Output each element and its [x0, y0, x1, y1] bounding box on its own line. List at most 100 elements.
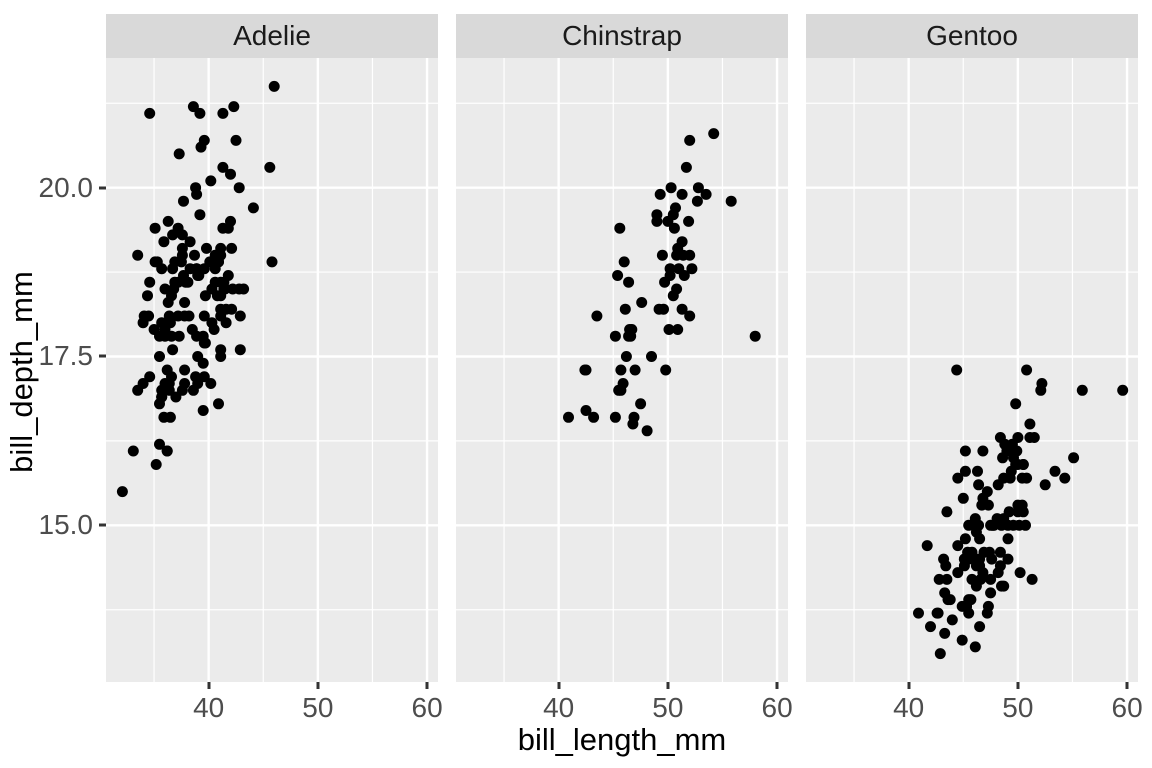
data-point — [963, 553, 975, 565]
data-point — [997, 452, 1009, 464]
data-point — [700, 188, 712, 200]
data-point — [1024, 418, 1036, 430]
plot-panel-chinstrap — [456, 58, 788, 682]
data-point — [672, 324, 684, 335]
data-point — [169, 256, 181, 268]
x-tick-mark — [316, 682, 320, 689]
data-point — [149, 222, 161, 234]
y-tick-label: 15.0 — [38, 509, 94, 541]
data-point — [925, 621, 936, 633]
data-point — [217, 161, 229, 173]
data-point — [213, 398, 224, 410]
data-point — [939, 627, 951, 639]
data-point — [996, 580, 1007, 592]
data-point — [992, 479, 1004, 491]
data-point — [142, 290, 153, 302]
data-point — [668, 222, 680, 234]
data-point — [156, 263, 168, 275]
data-point — [189, 249, 200, 261]
data-point — [663, 324, 675, 335]
x-tick-mark — [1125, 682, 1129, 689]
data-point — [664, 270, 676, 281]
facet-strip-chinstrap: Chinstrap — [456, 14, 788, 58]
data-point — [1026, 573, 1038, 585]
data-point — [614, 222, 626, 234]
data-point — [994, 560, 1006, 572]
x-tick-label: 50 — [1002, 692, 1034, 723]
data-point — [225, 168, 236, 180]
data-point — [619, 303, 631, 315]
data-point — [956, 634, 968, 646]
panel-canvas — [456, 58, 788, 682]
data-point — [620, 351, 632, 362]
data-point — [215, 276, 227, 288]
data-point — [692, 182, 704, 194]
facet-strip-label: Adelie — [233, 20, 311, 51]
data-point — [591, 310, 603, 322]
data-point — [226, 242, 238, 254]
x-tick-mark — [775, 682, 779, 689]
data-point — [1039, 479, 1051, 491]
data-point — [941, 506, 953, 518]
data-point — [615, 384, 627, 396]
data-point — [580, 405, 592, 416]
data-point — [963, 519, 975, 531]
data-point — [144, 371, 156, 383]
y-axis-title: bill_depth_mm — [4, 271, 39, 473]
y-tick-mark — [99, 523, 106, 527]
data-point — [154, 438, 165, 450]
data-point — [635, 398, 647, 410]
data-point — [654, 188, 666, 200]
data-point — [981, 486, 993, 498]
data-point — [154, 330, 165, 342]
data-point — [172, 276, 184, 288]
data-point — [678, 270, 690, 281]
data-point — [217, 107, 229, 119]
plot-panel-adelie — [106, 58, 438, 682]
data-point — [179, 297, 191, 308]
data-point — [217, 222, 229, 234]
data-point — [563, 411, 574, 423]
data-point — [921, 540, 933, 552]
data-point — [187, 101, 199, 113]
data-point — [1002, 519, 1014, 531]
x-tick-label: 40 — [193, 692, 225, 723]
x-tick-mark — [907, 682, 911, 689]
data-point — [194, 107, 206, 119]
data-point — [977, 445, 989, 457]
data-point — [208, 324, 220, 335]
data-point — [137, 317, 149, 329]
data-point — [176, 249, 188, 261]
data-point — [708, 128, 720, 140]
data-point — [167, 344, 179, 356]
data-point — [991, 513, 1003, 525]
data-point — [939, 587, 951, 599]
data-point — [636, 297, 648, 308]
data-point — [913, 607, 924, 619]
data-point — [266, 256, 278, 268]
data-point — [609, 330, 621, 342]
data-point — [1010, 459, 1022, 470]
data-point — [580, 364, 592, 376]
x-tick-mark — [666, 682, 670, 689]
data-point — [1117, 384, 1129, 396]
data-point — [1010, 398, 1022, 410]
data-point — [191, 188, 203, 200]
data-point — [238, 283, 250, 295]
data-point — [215, 351, 227, 362]
data-point — [144, 107, 156, 119]
data-point — [932, 607, 944, 619]
data-point — [173, 330, 185, 342]
data-point — [994, 546, 1006, 558]
x-tick-label: 60 — [761, 692, 793, 723]
data-point — [969, 641, 981, 653]
data-point — [956, 600, 968, 612]
data-point — [149, 256, 161, 268]
data-point — [725, 195, 737, 207]
data-point — [172, 222, 184, 234]
data-point — [199, 337, 211, 349]
data-point — [158, 411, 170, 423]
data-point — [179, 364, 191, 376]
data-point — [609, 411, 621, 423]
data-point — [194, 209, 206, 221]
